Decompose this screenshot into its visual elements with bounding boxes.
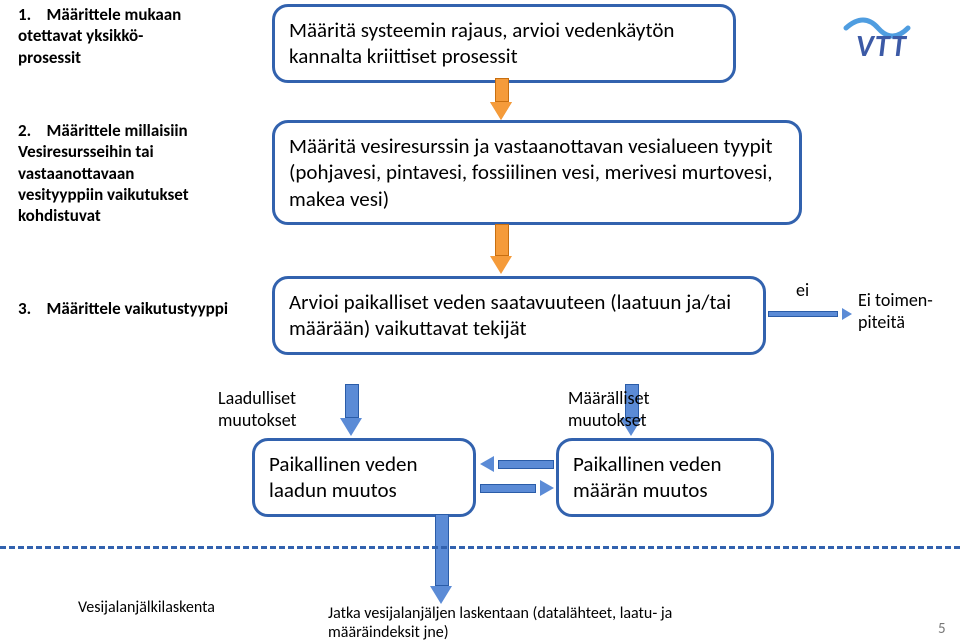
box-quantity-change: Paikallinen veden määrän muutos (556, 438, 774, 517)
arrow-to-quality (345, 384, 362, 436)
footer-left: Vesijalanjälkilaskenta (78, 598, 215, 617)
arrow-q-to-q-left (480, 454, 554, 473)
step-2-line4: vesityyppiin vaikutukset (18, 184, 189, 205)
step-2-line1: Määrittele millaisiin (47, 120, 188, 141)
box-quantity-change-text: Paikallinen veden määrän muutos (573, 451, 722, 503)
step-2-label: 2. Määrittele millaisiin Vesiresursseihi… (18, 120, 248, 226)
step-1-line1: Määrittele mukaan (47, 4, 182, 25)
footer-right-line1: Jatka vesijalanjäljen laskentaan (datalä… (328, 604, 672, 623)
box-system-scope-text: Määritä systeemin rajaus, arvioi vedenkä… (289, 17, 674, 69)
arrow-q-to-q-right (480, 478, 554, 497)
step-1-line2: otettavat yksikkö- (18, 25, 143, 46)
laadulliset-label: Laadulliset muutokset (218, 388, 297, 431)
ei-toimenpiteita-label: Ei toimen- piteitä (858, 290, 958, 333)
step-3-line1: Määrittele vaikutustyyppi (47, 298, 229, 319)
box-quality-change: Paikallinen veden laadun muutos (252, 438, 476, 517)
box-water-types: Määritä vesiresurssin ja vastaanottavan … (272, 120, 802, 225)
box-system-scope: Määritä systeemin rajaus, arvioi vedenkä… (272, 4, 736, 83)
step-2-line3: vastaanottavaan (18, 163, 134, 184)
box-local-factors-text: Arvioi paikalliset veden saatavuuteen (l… (289, 289, 731, 341)
ei-toim-line1: Ei toimen- (858, 289, 933, 311)
arrow-1-2 (495, 78, 512, 120)
arrow-quality-down (435, 514, 452, 604)
ei-toim-line2: piteitä (858, 311, 905, 333)
step-3-num: 3. (18, 298, 31, 319)
step-1-num: 1. (18, 4, 31, 25)
box-quality-change-text: Paikallinen veden laadun muutos (269, 451, 418, 503)
maaralliset-label: Määrälliset muutokset (568, 388, 649, 431)
step-1-label: 1. Määrittele mukaan otettavat yksikkö- … (18, 4, 228, 68)
step-2-line2: Vesiresursseihin tai (18, 141, 154, 162)
diagram-page: VTT 1. Määrittele mukaan otettavat yksik… (0, 0, 960, 643)
step-3-label: 3. Määrittele vaikutustyyppi (18, 298, 248, 319)
footer-right: Jatka vesijalanjäljen laskentaan (datalä… (328, 604, 748, 642)
ei-label: ei (796, 280, 809, 302)
box-water-types-text: Määritä vesiresurssin ja vastaanottavan … (289, 133, 773, 212)
vtt-logo: VTT (842, 8, 952, 64)
arrow-2-3 (495, 224, 512, 274)
arrow-ei (768, 304, 852, 323)
footer-right-line2: määräindeksit jne) (328, 623, 449, 642)
step-2-num: 2. (18, 120, 31, 141)
page-number: 5 (938, 620, 946, 638)
dashed-separator (0, 546, 960, 549)
step-1-line3: prosessit (18, 47, 81, 68)
step-2-line5: kohdistuvat (18, 205, 101, 226)
box-local-factors: Arvioi paikalliset veden saatavuuteen (l… (272, 276, 766, 355)
logo-text: VTT (856, 28, 907, 65)
